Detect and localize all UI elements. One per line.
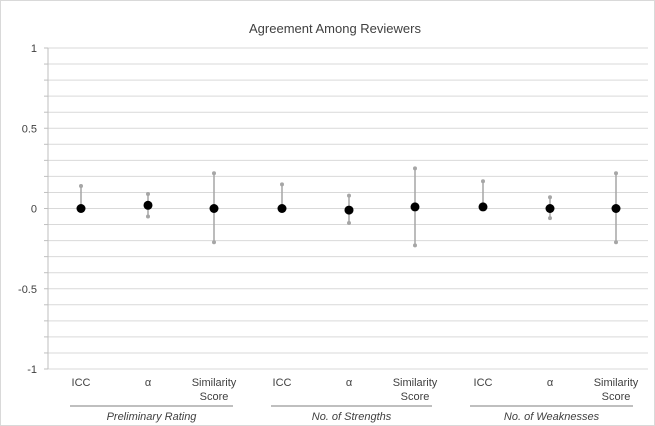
error-bar-cap-lower xyxy=(146,214,150,219)
error-bar-cap-upper xyxy=(614,171,618,176)
error-bar-cap-upper xyxy=(280,182,284,187)
y-tick-label: 0.5 xyxy=(22,123,37,135)
x-category-label: α xyxy=(346,377,353,389)
data-point xyxy=(545,204,555,213)
error-bar-cap-lower xyxy=(614,240,618,245)
x-category-label: Score xyxy=(200,391,229,403)
x-group-label: No. of Strengths xyxy=(312,411,392,423)
x-category-label: Similarity xyxy=(393,377,438,389)
error-bar-cap-upper xyxy=(146,192,150,197)
error-bar-cap-lower xyxy=(413,243,417,248)
data-point xyxy=(611,204,621,213)
data-point xyxy=(277,204,287,213)
y-tick-label: -1 xyxy=(27,364,37,376)
x-group-label: No. of Weaknesses xyxy=(504,411,600,423)
x-category-label: ICC xyxy=(273,377,292,389)
data-point xyxy=(209,204,219,213)
error-bar-cap-upper xyxy=(79,184,83,189)
x-category-label: α xyxy=(547,377,554,389)
x-category-label: Similarity xyxy=(594,377,639,389)
y-tick-label: 0 xyxy=(31,204,37,216)
data-point xyxy=(344,205,354,215)
error-bar-cap-upper xyxy=(548,195,552,200)
error-bar-cap-upper xyxy=(481,179,485,184)
x-category-label: Score xyxy=(401,391,430,403)
error-bar-cap-lower xyxy=(347,220,351,225)
error-bar-cap-lower xyxy=(548,216,552,221)
data-point xyxy=(410,202,420,212)
error-bar-cap-upper xyxy=(212,171,216,176)
y-axis: 1 0.5 0 -0.5 -1 xyxy=(18,43,49,376)
x-category-label: ICC xyxy=(72,377,91,389)
x-category-label: Score xyxy=(602,391,631,403)
y-tick-label: 1 xyxy=(31,43,37,55)
x-group-label: Preliminary Rating xyxy=(107,411,198,423)
x-category-label: α xyxy=(145,377,152,389)
error-bar-cap-lower xyxy=(212,240,216,245)
error-bar-cap-upper xyxy=(413,166,417,171)
data-point xyxy=(143,200,153,210)
x-category-label: Similarity xyxy=(192,377,237,389)
x-category-label: ICC xyxy=(474,377,493,389)
y-tick-label: -0.5 xyxy=(18,284,37,296)
data-point xyxy=(76,204,86,213)
data-marks xyxy=(76,166,621,248)
chart-title: Agreement Among Reviewers xyxy=(249,21,421,36)
error-bar-cap-upper xyxy=(347,193,351,198)
data-point xyxy=(478,202,488,212)
